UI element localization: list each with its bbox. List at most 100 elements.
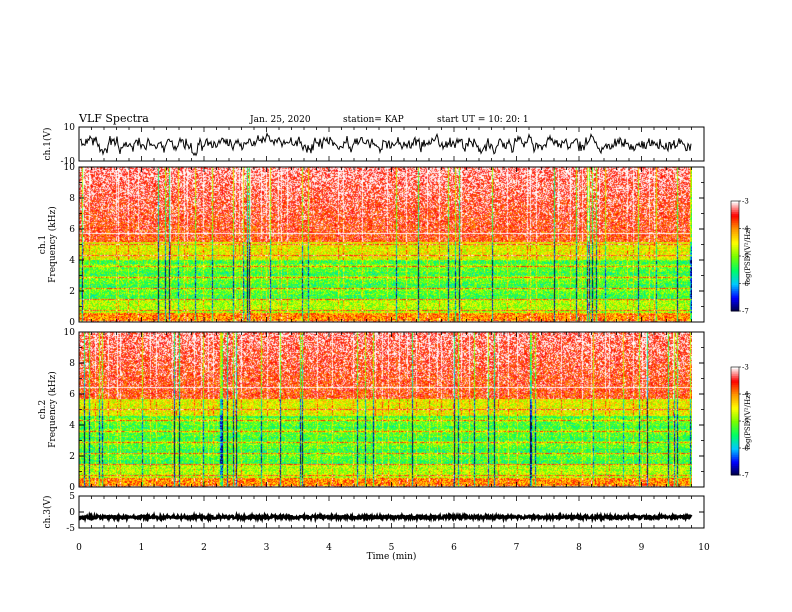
- colorbar-swatch: [731, 243, 739, 246]
- y-axis-label: ch.1(V): [42, 128, 53, 161]
- colorbar-swatch: [731, 444, 739, 447]
- y-tick-label: 10: [64, 163, 76, 173]
- colorbar-swatch: [731, 309, 739, 312]
- ch2-colorbar: -3 -4 -5 -6 -7 log(PSD)(V²/Hz): [730, 364, 752, 480]
- colorbar-tick-label: -6: [742, 280, 749, 288]
- colorbar-swatch: [731, 370, 739, 373]
- spectrogram-image: [79, 167, 692, 322]
- x-tick-label: 4: [326, 543, 332, 553]
- colorbar-swatch: [731, 419, 739, 422]
- y-tick-label: 6: [69, 390, 75, 400]
- colorbar-tick-label: -6: [742, 445, 749, 453]
- colorbar-swatch: [731, 410, 739, 413]
- colorbar-swatch: [731, 426, 739, 429]
- x-tick-label: 2: [201, 543, 207, 553]
- ch1-spectrogram-panel: 10 8 6 4 2 0 ch.1 Frequency (kHz): [38, 163, 705, 328]
- colorbar-swatch: [731, 245, 739, 248]
- colorbar-swatch: [731, 431, 739, 435]
- y-tick-label: 5: [69, 492, 75, 502]
- colorbar-swatch: [731, 467, 739, 471]
- colorbar-swatch: [731, 399, 739, 402]
- x-tick-label: 7: [514, 543, 520, 553]
- colorbar-swatch: [731, 421, 739, 424]
- colorbar-swatch: [731, 263, 739, 266]
- colorbar-swatch: [731, 413, 739, 417]
- colorbar-swatch: [731, 201, 739, 204]
- colorbar-swatch: [731, 376, 739, 379]
- colorbar-swatch: [731, 412, 739, 415]
- colorbar-swatch: [731, 440, 739, 444]
- colorbar-swatch: [731, 374, 739, 377]
- colorbar-swatch: [731, 394, 739, 397]
- colorbar-swatch: [731, 267, 739, 270]
- colorbar-swatch: [731, 300, 739, 303]
- colorbar-swatch: [731, 287, 739, 290]
- colorbar-swatch: [731, 455, 739, 458]
- colorbar-tick-label: -4: [742, 391, 749, 399]
- colorbar-swatch: [731, 296, 739, 299]
- colorbar-swatch: [731, 215, 739, 218]
- colorbar-swatch: [731, 383, 739, 386]
- colorbar-swatch: [731, 392, 739, 395]
- spectrogram-image: [79, 332, 692, 487]
- x-tick-label: 3: [264, 543, 270, 553]
- colorbar-swatch: [731, 206, 739, 209]
- colorbar-swatch: [731, 228, 739, 231]
- colorbar-swatch: [731, 464, 739, 467]
- y-tick-label: 4: [69, 421, 75, 431]
- colorbar-swatch: [731, 261, 739, 264]
- figure-title: VLF Spectra: [78, 112, 149, 125]
- x-tick-label: 8: [576, 543, 582, 553]
- colorbar-swatch: [731, 235, 739, 239]
- colorbar-swatch: [731, 390, 739, 393]
- colorbar-swatch: [731, 294, 739, 297]
- colorbar-swatch: [731, 274, 739, 277]
- station-label: station= KAP: [343, 115, 404, 125]
- colorbar-swatch: [731, 395, 739, 399]
- ch3-waveform-line: [78, 510, 693, 524]
- x-tick-label: 0: [76, 543, 82, 553]
- colorbar-tick-label: -5: [742, 253, 749, 261]
- colorbar-swatch: [731, 453, 739, 456]
- colorbar-swatch: [731, 259, 739, 262]
- y-tick-label: 10: [64, 328, 76, 338]
- colorbar-swatch: [731, 386, 739, 390]
- colorbar-swatch: [731, 292, 739, 295]
- colorbar-swatch: [731, 446, 739, 449]
- colorbar-swatch: [731, 397, 739, 400]
- colorbar-swatch: [731, 241, 739, 244]
- colorbar-swatch: [731, 385, 739, 388]
- colorbar-swatch: [731, 224, 739, 228]
- colorbar-swatch: [731, 379, 739, 382]
- colorbar-swatch: [731, 208, 739, 211]
- panel-frame: [78, 495, 705, 529]
- colorbar-swatch: [731, 460, 739, 463]
- start-ut-label: start UT = 10: 20: 1: [437, 115, 529, 125]
- y-tick-label: 0: [69, 318, 75, 328]
- colorbar-tick-label: -5: [742, 418, 749, 426]
- colorbar-swatch: [731, 448, 739, 451]
- colorbar-swatch: [731, 303, 739, 306]
- colorbar-swatch: [731, 462, 739, 465]
- colorbar-swatch: [731, 221, 739, 224]
- panel-frame: [78, 126, 705, 162]
- colorbar-swatch: [731, 415, 739, 418]
- y-tick-label: 2: [69, 452, 75, 462]
- colorbar-swatch: [731, 237, 739, 240]
- colorbar-swatch: [731, 283, 739, 286]
- colorbar-swatch: [731, 252, 739, 255]
- y-tick-label: 8: [69, 359, 75, 369]
- colorbar-swatch: [731, 307, 739, 310]
- colorbar-tick-label: -7: [742, 472, 749, 480]
- colorbar-swatch: [731, 239, 739, 242]
- colorbar-tick-label: -4: [742, 225, 749, 233]
- colorbar-swatch: [731, 471, 739, 474]
- colorbar-swatch: [731, 406, 739, 409]
- colorbar-tick-label: -7: [742, 308, 749, 316]
- y-tick-label: 0: [69, 483, 75, 493]
- x-tick-label: 9: [639, 543, 645, 553]
- y-tick-label: 6: [69, 225, 75, 235]
- colorbar-swatch: [731, 289, 739, 292]
- colorbar-swatch: [731, 377, 739, 381]
